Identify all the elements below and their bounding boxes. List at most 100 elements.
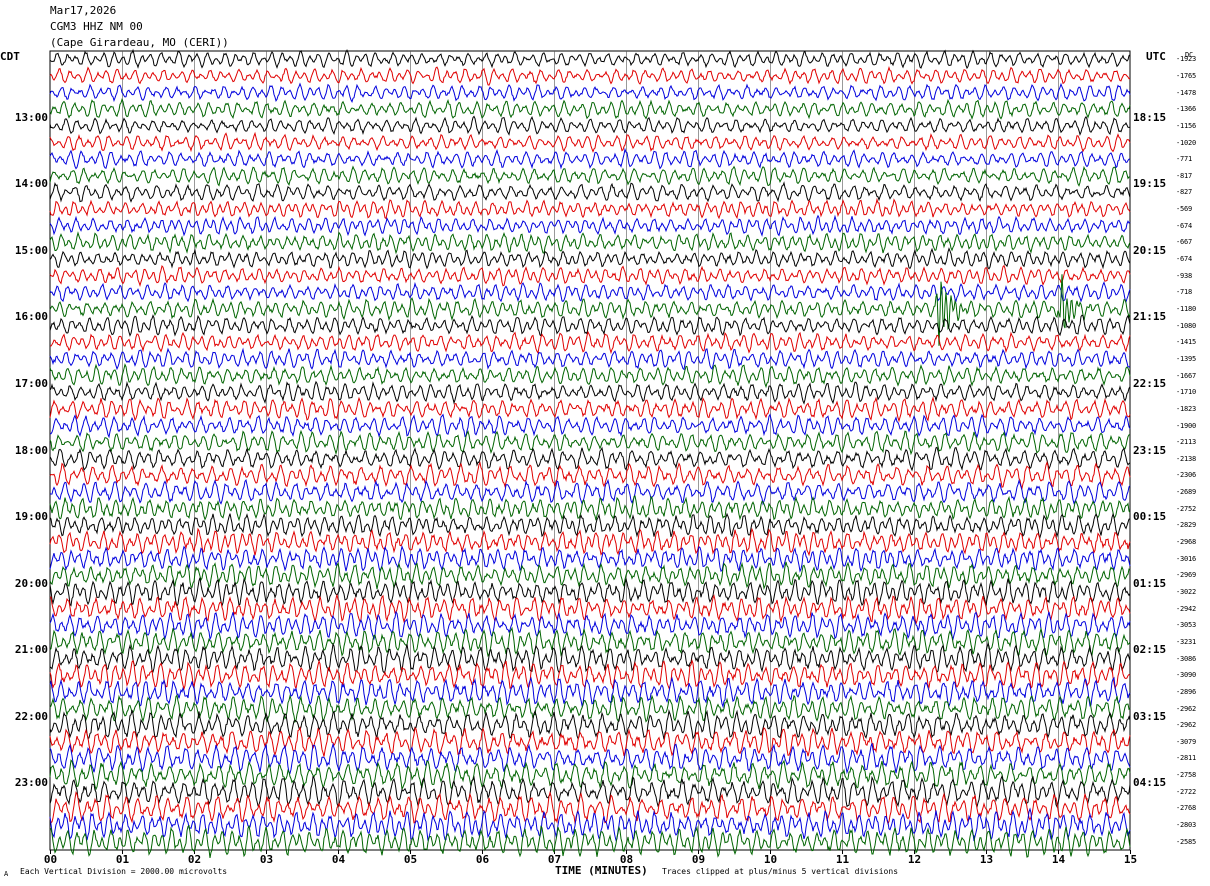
trace-line-41 xyxy=(49,726,1131,757)
trace-line-16 xyxy=(49,314,1131,337)
dc-offset-label: -2752 xyxy=(1176,504,1197,513)
x-tick-label: 05 xyxy=(403,853,418,866)
trace-line-3 xyxy=(49,98,1131,120)
trace-line-14 xyxy=(49,281,1131,304)
dc-offset-label: -1923 xyxy=(1176,55,1197,64)
corner-mark: A xyxy=(4,870,9,878)
dc-offset-label: -1415 xyxy=(1176,338,1197,347)
clip-note: Traces clipped at plus/minus 5 vertical … xyxy=(662,867,899,876)
trace-line-44 xyxy=(49,774,1131,809)
right-time-label: 04:15 xyxy=(1133,776,1167,790)
right-time-label: 01:15 xyxy=(1133,576,1167,590)
trace-line-10 xyxy=(49,214,1131,237)
dc-offset-label: -1823 xyxy=(1176,404,1197,413)
dc-offset-label: -2968 xyxy=(1176,538,1197,547)
dc-offset-label: -569 xyxy=(1176,205,1193,214)
trace-line-22 xyxy=(50,413,1131,439)
trace-line-39 xyxy=(49,693,1131,724)
left-time-label: 16:00 xyxy=(14,310,48,324)
dc-offset-header: DC xyxy=(1185,51,1194,59)
dc-offset-label: -938 xyxy=(1176,271,1193,280)
trace-line-21 xyxy=(49,396,1131,423)
dc-offset-label: -674 xyxy=(1176,255,1193,264)
x-tick-label: 15 xyxy=(1123,853,1138,866)
dc-offset-label: -674 xyxy=(1176,221,1193,230)
x-tick-label: 09 xyxy=(691,853,706,866)
trace-line-9 xyxy=(49,197,1131,220)
dc-offset-label: -2758 xyxy=(1176,771,1197,780)
left-time-label: 15:00 xyxy=(14,243,48,257)
left-time-label: 19:00 xyxy=(14,510,48,524)
trace-line-27 xyxy=(49,495,1131,522)
x-tick-label: 04 xyxy=(331,853,346,866)
x-tick-label: 02 xyxy=(187,853,202,866)
right-time-label: 18:15 xyxy=(1133,110,1167,124)
dc-offset-label: -2585 xyxy=(1176,837,1197,846)
dc-offset-label: -1080 xyxy=(1176,321,1197,330)
trace-line-2 xyxy=(49,82,1131,103)
dc-offset-label: -3086 xyxy=(1176,654,1197,663)
x-tick-label: 03 xyxy=(259,853,274,866)
trace-line-32 xyxy=(49,577,1131,608)
right-time-label: 20:15 xyxy=(1133,243,1167,257)
trace-line-46 xyxy=(49,807,1131,842)
trace-line-13 xyxy=(49,264,1131,287)
dc-offset-label: -2138 xyxy=(1176,454,1197,463)
trace-line-37 xyxy=(49,658,1131,691)
trace-line-8 xyxy=(49,181,1131,203)
dc-offset-label: -1765 xyxy=(1176,71,1197,80)
trace-line-11 xyxy=(49,231,1131,255)
left-time-label: 18:00 xyxy=(14,443,48,457)
dc-offset-label: -2803 xyxy=(1176,821,1197,830)
trace-line-36 xyxy=(49,641,1131,674)
dc-offset-label: -1156 xyxy=(1176,121,1197,130)
x-tick-label: 12 xyxy=(907,853,922,866)
trace-line-35 xyxy=(49,626,1131,658)
trace-line-19 xyxy=(49,363,1131,389)
dc-offset-label: -1667 xyxy=(1176,371,1197,380)
right-time-label: 00:15 xyxy=(1133,510,1167,524)
x-tick-label: 14 xyxy=(1051,853,1066,866)
trace-line-30 xyxy=(49,545,1131,573)
dc-offset-label: -2896 xyxy=(1176,687,1197,696)
plot-frame xyxy=(49,50,1131,851)
left-time-label: 23:00 xyxy=(14,776,48,790)
x-tick-label: 08 xyxy=(619,853,634,866)
trace-line-15 xyxy=(49,274,1131,346)
trace-line-17 xyxy=(50,330,1131,355)
dc-offset-label: -3022 xyxy=(1176,587,1197,596)
dc-offset-label: -1900 xyxy=(1176,421,1197,430)
right-time-label: 03:15 xyxy=(1133,709,1167,723)
trace-line-5 xyxy=(49,131,1131,153)
dc-offset-label: -1395 xyxy=(1176,354,1197,363)
dc-offset-label: -2942 xyxy=(1176,604,1197,613)
x-tick-label: 07 xyxy=(547,853,562,866)
dc-offset-label: -3090 xyxy=(1176,671,1197,680)
trace-line-42 xyxy=(49,742,1131,775)
trace-line-43 xyxy=(49,759,1131,791)
trace-line-0 xyxy=(49,48,1131,70)
left-time-label: 21:00 xyxy=(14,643,48,657)
x-tick-label: 06 xyxy=(475,853,490,866)
trace-line-1 xyxy=(49,65,1131,86)
x-tick-label: 01 xyxy=(115,853,130,866)
trace-line-40 xyxy=(49,709,1131,740)
trace-line-26 xyxy=(49,478,1131,506)
x-tick-label: 00 xyxy=(43,853,58,866)
trace-line-23 xyxy=(49,429,1131,456)
left-time-label: 17:00 xyxy=(14,376,48,390)
left-time-label: 22:00 xyxy=(14,709,48,723)
left-time-label: 13:00 xyxy=(14,110,48,124)
dc-offset-label: -1020 xyxy=(1176,138,1197,147)
right-timezone-label: UTC xyxy=(1146,50,1166,63)
dc-offset-label: -2113 xyxy=(1176,438,1197,447)
right-time-label: 23:15 xyxy=(1133,443,1167,457)
dc-offset-label: -3053 xyxy=(1176,621,1197,630)
left-time-label: 14:00 xyxy=(14,177,48,191)
dc-offset-label: -2722 xyxy=(1176,787,1197,796)
dc-offset-label: -1180 xyxy=(1176,305,1197,313)
trace-line-12 xyxy=(49,247,1131,270)
dc-offset-label: -1478 xyxy=(1176,88,1197,97)
x-tick-label: 11 xyxy=(835,853,850,866)
dc-offset-label: -1710 xyxy=(1176,388,1197,397)
